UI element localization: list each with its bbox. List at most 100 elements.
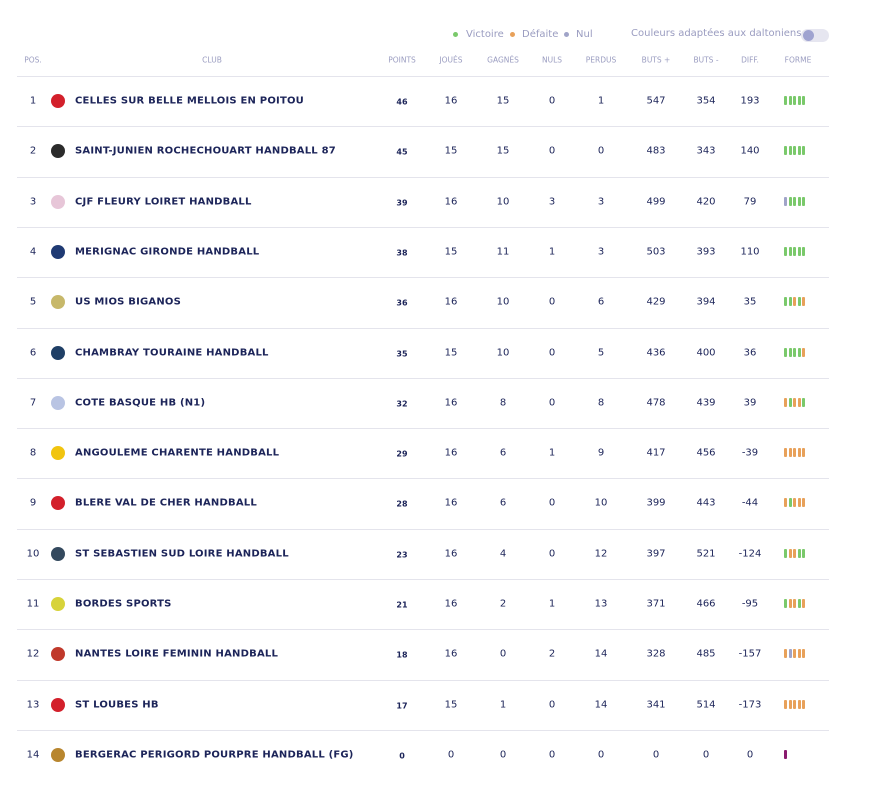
club-logo (51, 244, 65, 259)
cell: 110 (740, 246, 760, 258)
club-name: BLERE VAL DE CHER HANDBALL (75, 497, 257, 509)
form-bar (788, 548, 792, 558)
cell: 0 (597, 145, 605, 157)
form-bar (797, 196, 801, 206)
cell: 456 (696, 447, 716, 459)
cell: 16 (444, 598, 458, 610)
form-bar (784, 548, 787, 558)
cell: 13 (594, 598, 608, 610)
cell: 400 (696, 347, 716, 358)
form-bar (797, 498, 801, 508)
form-bar (802, 246, 805, 256)
cell: 15 (444, 699, 458, 711)
row-separator (17, 126, 829, 128)
form-bar (802, 498, 805, 508)
cell: 1 (548, 447, 556, 459)
form-bar (784, 649, 787, 659)
cell: 521 (696, 548, 716, 560)
cell: 0 (548, 145, 556, 157)
form-bar (793, 246, 796, 256)
club-logo (51, 194, 65, 209)
row-separator (17, 76, 829, 77)
cell: 7 (29, 397, 37, 409)
cell: 3 (597, 246, 605, 258)
cell: 393 (696, 246, 716, 258)
cell: 417 (646, 447, 666, 459)
column-header: GAGNÉS (487, 55, 519, 65)
form-bar (802, 649, 805, 659)
form-bar (784, 397, 787, 407)
cell: 14 (26, 749, 40, 761)
cell: 10 (496, 347, 510, 358)
cell: 0 (548, 95, 556, 107)
cell: 29 (396, 449, 408, 459)
row-separator (17, 428, 829, 430)
form-bar (788, 246, 792, 256)
cell: 443 (696, 497, 716, 509)
form-bar (793, 548, 796, 558)
form-bar (793, 297, 796, 307)
cell: 16 (444, 397, 458, 409)
form-bar (797, 548, 801, 558)
cell: 23 (396, 550, 408, 560)
cell: 28 (396, 499, 408, 509)
club-logo (51, 395, 65, 410)
colorblind-toggle[interactable] (801, 29, 829, 42)
cell: 1 (499, 699, 507, 711)
form-bar (788, 498, 792, 508)
cell: 15 (444, 246, 458, 258)
legend-draw: Nul (576, 29, 593, 40)
form-bar (797, 699, 801, 709)
cell: 39 (396, 198, 408, 208)
form-bar (788, 196, 792, 206)
form-bar (784, 146, 787, 156)
cell: 3 (597, 196, 605, 208)
cell: 16 (444, 95, 458, 107)
club-logo (51, 597, 65, 611)
cell: 343 (696, 145, 716, 157)
win-dot (453, 32, 458, 37)
cell: 6 (29, 347, 37, 358)
cell: 9 (29, 497, 37, 509)
club-logo (51, 747, 65, 762)
cell: 397 (646, 548, 666, 560)
column-header: PERDUS (585, 55, 617, 65)
cell: 0 (548, 749, 556, 761)
cell: 140 (740, 145, 760, 157)
row-separator (17, 327, 829, 329)
form-bar (784, 498, 787, 508)
cell: 15 (496, 145, 510, 157)
cell: -95 (741, 598, 759, 610)
form-bar (802, 96, 805, 105)
column-header: POS. (24, 55, 42, 65)
cell: 79 (743, 196, 757, 208)
club-name: NANTES LOIRE FEMININ HANDBALL (75, 648, 279, 660)
cell: 0 (548, 497, 556, 509)
cell: 9 (597, 447, 605, 459)
cell: 354 (696, 95, 716, 107)
cell: 0 (702, 749, 710, 761)
form-bar (784, 599, 787, 608)
cell: 36 (743, 347, 757, 358)
cell: 394 (696, 296, 716, 308)
cell: 0 (548, 548, 556, 560)
cell: 478 (646, 397, 666, 409)
cell: 5 (29, 296, 37, 308)
form-bar (797, 246, 801, 256)
form-bar (788, 297, 792, 307)
club-name: COTE BASQUE HB (N1) (75, 397, 206, 409)
form-bar (797, 599, 801, 608)
cell: 15 (444, 145, 458, 157)
cell: 514 (696, 699, 716, 711)
cell: 12 (594, 548, 608, 560)
cell: 35 (396, 349, 408, 358)
cell: 0 (548, 397, 556, 409)
cell: 3 (29, 196, 37, 208)
form-bar (793, 599, 796, 608)
form-bar (788, 397, 792, 407)
form-bar (793, 498, 796, 508)
column-header: JOUÉS (439, 55, 463, 65)
cell: 0 (499, 749, 507, 761)
cell: 2 (499, 598, 507, 610)
cell: 399 (646, 497, 666, 509)
